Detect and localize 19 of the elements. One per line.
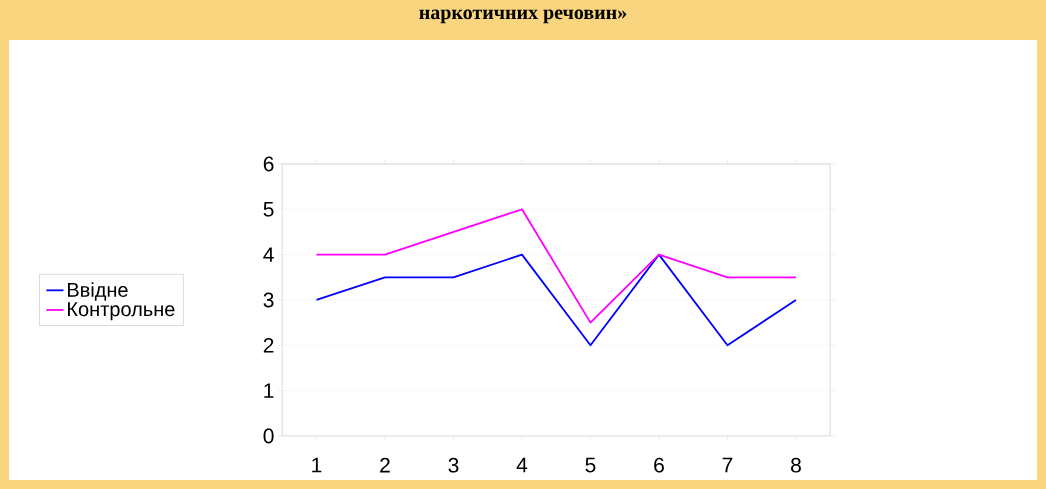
x-tick-label: 6 — [654, 457, 664, 473]
y-tick-label: 0 — [263, 428, 274, 444]
x-tick-label: 1 — [312, 457, 322, 473]
legend-label: Ввідне — [68, 282, 128, 301]
y-tick-label: 1 — [264, 383, 274, 398]
x-tick-label: 5 — [585, 457, 596, 473]
y-tick-label: 6 — [263, 156, 274, 172]
line-series — [315, 253, 797, 347]
x-tick-label: 7 — [722, 457, 733, 473]
x-tick-label: 4 — [516, 457, 528, 473]
y-tick-label: 5 — [263, 201, 274, 217]
chart-title: наркотичних речовин» — [419, 9, 627, 24]
y-tick-label: 2 — [263, 337, 274, 353]
y-tick-label: 3 — [263, 292, 274, 308]
y-tick-label: 4 — [263, 247, 274, 262]
x-tick-label: 8 — [791, 457, 801, 473]
legend-label: Контрольне — [68, 302, 175, 321]
x-tick-label: 3 — [448, 457, 459, 473]
x-tick-label: 2 — [380, 457, 390, 473]
